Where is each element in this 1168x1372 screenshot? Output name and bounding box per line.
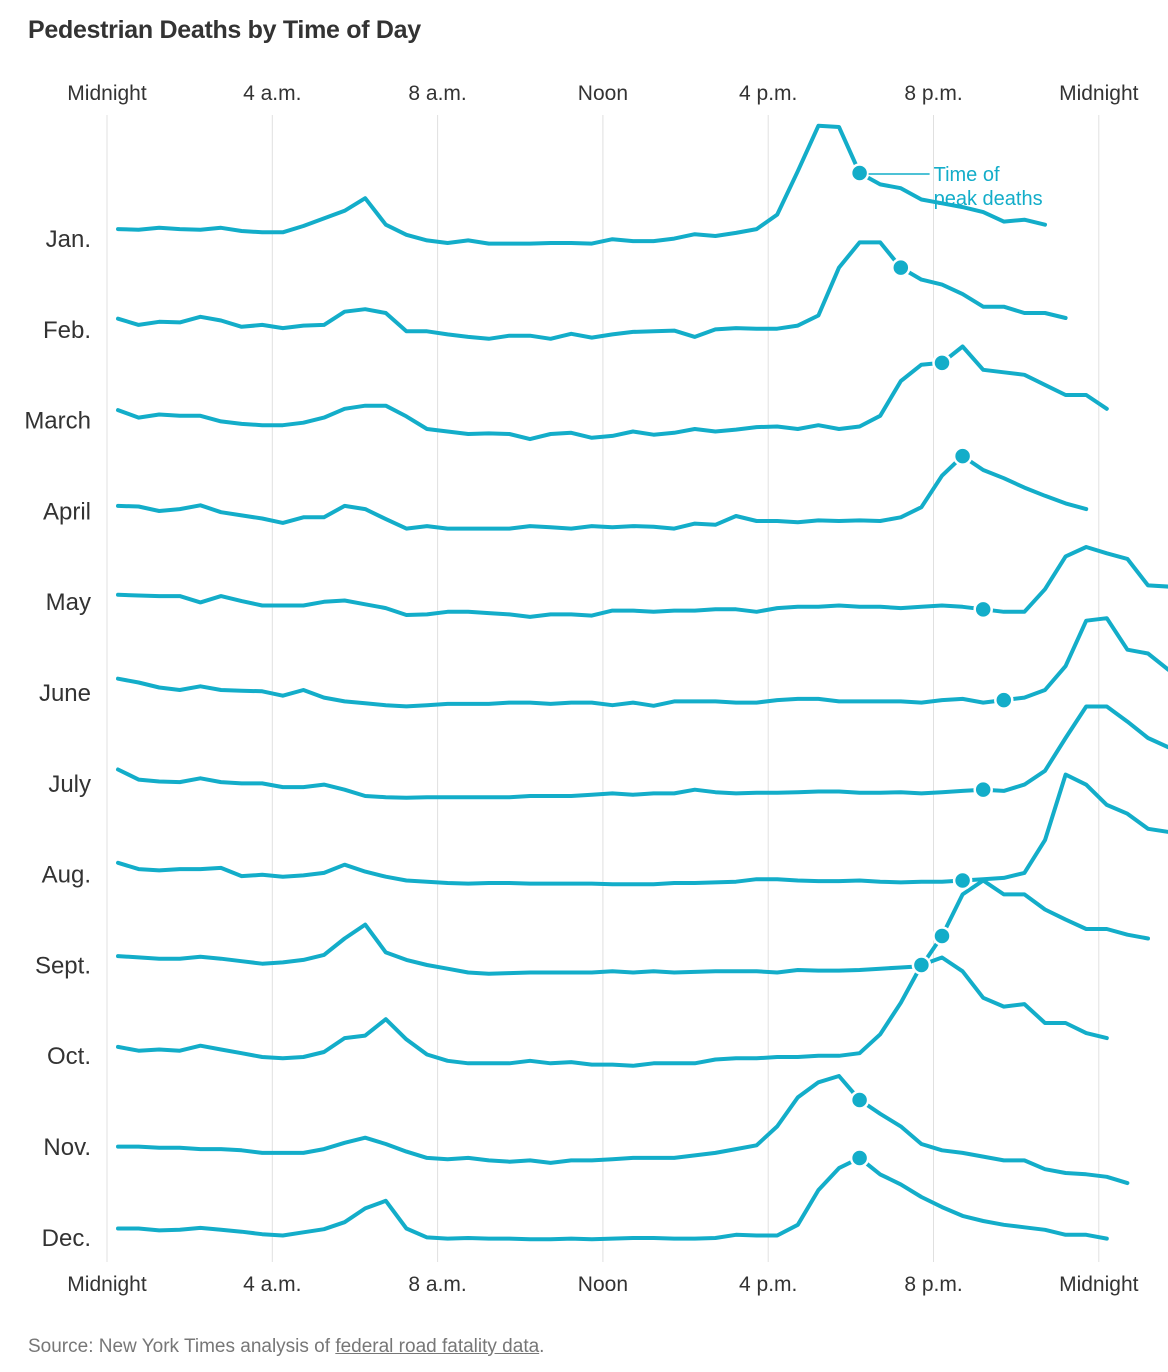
series-lines — [116, 123, 1168, 1242]
month-label: May — [46, 589, 91, 616]
series-line — [116, 704, 1168, 800]
peak-marker — [849, 1090, 870, 1110]
peak-marker — [932, 926, 952, 946]
x-tick-label: 8 p.m. — [904, 82, 962, 105]
gridlines — [106, 115, 1100, 1262]
month-label: Feb. — [43, 317, 91, 344]
series-line — [116, 454, 1089, 531]
x-tick-label: 4 a.m. — [243, 1273, 301, 1296]
peak-marker — [911, 955, 932, 975]
month-label: Nov. — [43, 1134, 91, 1161]
chart-title: Pedestrian Deaths by Time of Day — [28, 16, 421, 44]
series-line — [116, 545, 1168, 619]
peak-marker — [973, 599, 993, 620]
x-tick-label: 4 a.m. — [243, 82, 301, 105]
month-label: Oct. — [47, 1043, 91, 1070]
peak-marker — [952, 446, 973, 466]
source-link[interactable]: federal road fatality data — [335, 1336, 540, 1357]
x-tick-label: 4 p.m. — [739, 1273, 797, 1296]
peak-marker — [849, 163, 870, 183]
annotation-text-line2: peak deaths — [934, 188, 1043, 210]
ridgeline-chart: Midnight 4 a.m. 8 a.m. Noon 4 p.m. 8 p.m. Midn… — [24, 82, 1168, 1296]
peak-annotation: Time of peak deaths — [868, 164, 1043, 210]
series-line — [116, 240, 1068, 341]
x-tick-label: Midnight — [67, 82, 147, 105]
x-tick-label: Noon — [578, 1273, 628, 1296]
x-tick-label: 8 a.m. — [408, 82, 466, 105]
x-tick-label: Midnight — [1059, 82, 1139, 105]
month-label: April — [43, 498, 91, 525]
series-line — [116, 772, 1168, 887]
peak-marker — [932, 353, 952, 373]
peak-marker — [952, 870, 973, 891]
peak-marker — [973, 779, 993, 800]
x-axis-bottom: Midnight 4 a.m. 8 a.m. Noon 4 p.m. 8 p.m. Midn… — [67, 1273, 1138, 1296]
peak-marker — [994, 690, 1014, 710]
peak-markers — [849, 163, 1014, 1168]
month-label: Dec. — [42, 1225, 91, 1252]
source-note: Source: New York Times analysis of feder… — [28, 1336, 544, 1358]
month-label: July — [48, 771, 91, 798]
peak-marker — [891, 257, 911, 278]
month-label: Aug. — [42, 862, 91, 889]
series-line — [116, 1156, 1109, 1242]
x-tick-label: Midnight — [1059, 1273, 1139, 1296]
x-axis-top: Midnight 4 a.m. 8 a.m. Noon 4 p.m. 8 p.m. Midn… — [67, 82, 1138, 105]
x-tick-label: 8 a.m. — [408, 1273, 466, 1296]
series-line — [116, 123, 1047, 246]
series-line — [116, 616, 1168, 709]
source-suffix: . — [539, 1336, 545, 1357]
source-prefix: Source: New York Times analysis of — [28, 1336, 336, 1357]
x-tick-label: 8 p.m. — [904, 1273, 962, 1296]
peak-marker — [849, 1148, 870, 1168]
series-line — [116, 955, 1109, 1068]
annotation-text-line1: Time of — [934, 164, 1000, 186]
x-tick-label: Midnight — [67, 1273, 147, 1296]
series-line — [116, 344, 1109, 442]
month-label: Sept. — [35, 952, 91, 979]
month-labels: Jan. Feb. March April May June July Aug. Sept. Oc… — [24, 226, 91, 1252]
series-line — [116, 1074, 1130, 1186]
x-tick-label: 4 p.m. — [739, 82, 797, 105]
month-label: Jan. — [46, 226, 91, 253]
month-label: March — [24, 408, 91, 435]
month-label: June — [39, 680, 91, 707]
x-tick-label: Noon — [578, 82, 628, 105]
series-line — [116, 878, 1150, 976]
